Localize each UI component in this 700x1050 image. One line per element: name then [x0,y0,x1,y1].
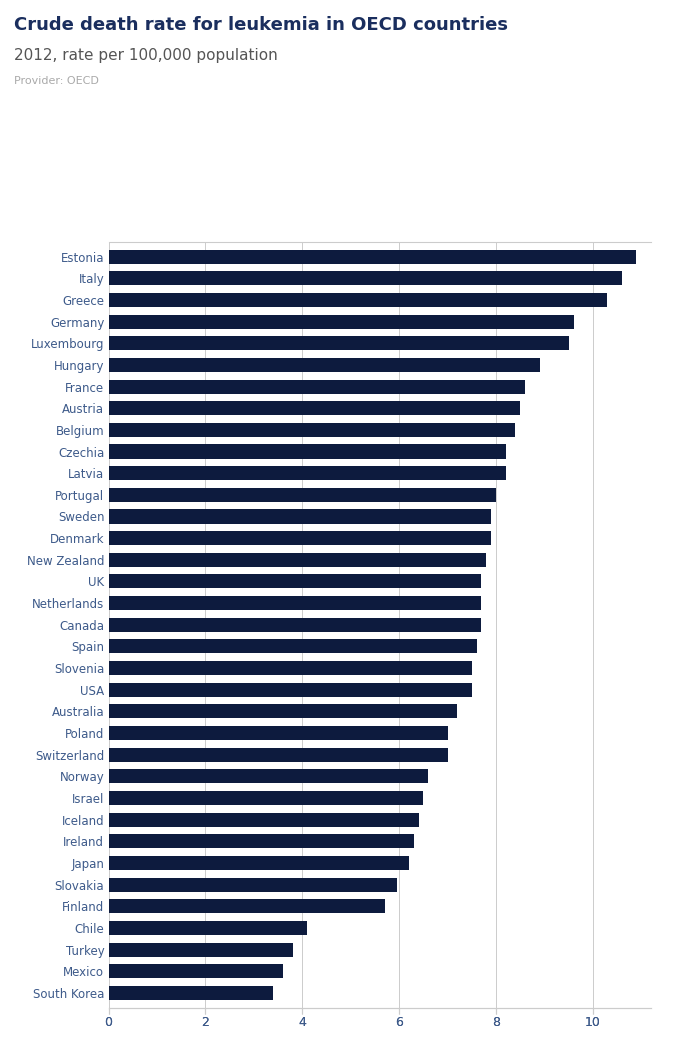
Bar [108,596,482,610]
Bar [108,293,608,307]
Bar [108,401,520,415]
Bar [108,813,419,826]
Bar [108,964,283,979]
Text: Provider: OECD: Provider: OECD [14,76,99,86]
Bar [108,986,273,1000]
Bar [108,921,307,934]
Bar [108,662,472,675]
Bar [108,509,491,524]
Bar [108,379,525,394]
Bar [108,617,482,632]
Bar [108,639,477,653]
Bar [108,531,491,545]
Bar [108,726,447,740]
Bar [108,899,384,914]
Bar [108,856,409,870]
Text: 2012, rate per 100,000 population: 2012, rate per 100,000 population [14,48,278,63]
Bar [108,705,457,718]
Bar [108,488,496,502]
Bar [108,315,573,329]
Bar [108,943,293,957]
Bar [108,552,486,567]
Bar [108,835,414,848]
Bar [108,791,423,805]
Bar [108,748,447,761]
Bar [108,358,540,372]
Bar [108,466,505,480]
Bar [108,574,482,588]
Bar [108,444,505,459]
Bar [108,878,397,891]
Text: figure.nz: figure.nz [592,17,665,32]
Bar [108,336,568,351]
Text: Crude death rate for leukemia in OECD countries: Crude death rate for leukemia in OECD co… [14,16,508,34]
Bar [108,423,515,437]
Bar [108,682,472,697]
Bar [108,770,428,783]
Bar [108,271,622,286]
Bar [108,250,636,264]
